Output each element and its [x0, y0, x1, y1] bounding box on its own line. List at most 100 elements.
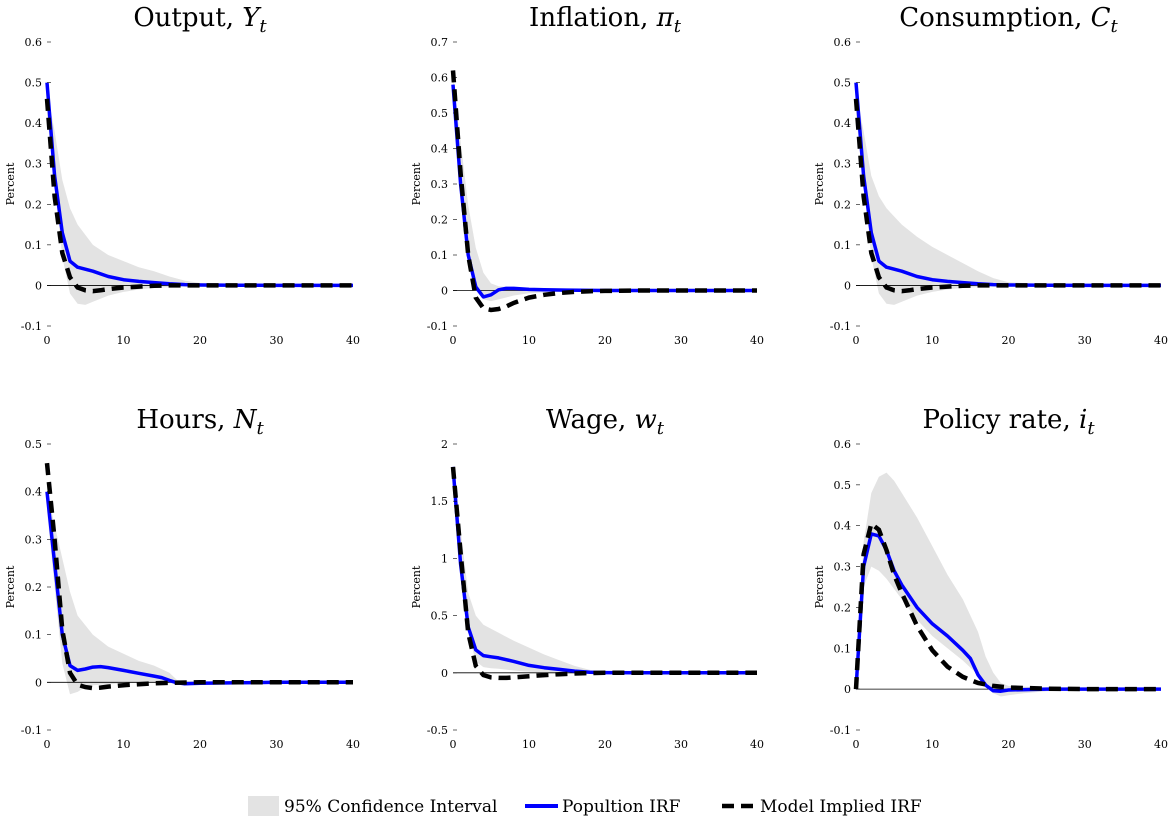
y-axis-label: Percent — [813, 565, 826, 608]
y-tick-label: 0.3 — [834, 158, 852, 171]
x-tick-label: 10 — [522, 738, 536, 751]
panel-5: -0.100.10.20.30.40.50.60 10 20 30 40PercentP… — [813, 405, 1168, 751]
x-tick-label: 30 — [1078, 738, 1092, 751]
population-irf-line — [45, 82, 353, 288]
x-tick-label: 30 — [270, 334, 284, 347]
ci-band — [47, 90, 353, 305]
legend-population-label: Popultion IRF — [562, 797, 681, 817]
x-tick-label: 20 — [598, 738, 612, 751]
y-tick-label: 0 — [441, 667, 448, 680]
ci-band — [856, 90, 1161, 305]
panel-3: -0.100.10.20.30.40.50 10 20 30 40PercentHour… — [4, 405, 360, 751]
model-irf-line — [44, 98, 353, 294]
y-tick-label: 1 — [441, 552, 448, 565]
panel-title-text: Wage, — [546, 405, 635, 435]
x-tick-label: 0 — [853, 738, 860, 751]
y-tick-label: 0.5 — [431, 610, 449, 623]
y-axis-label: Percent — [410, 162, 423, 205]
x-tick-label: 20 — [598, 334, 612, 347]
panels: -0.100.10.20.30.40.50.60 10 20 30 40PercentO… — [4, 3, 1168, 751]
model-irf-line — [450, 70, 757, 313]
y-tick-label: 0.3 — [431, 178, 449, 191]
y-tick-label: 0.5 — [25, 438, 43, 451]
y-tick-label: 0 — [441, 285, 448, 298]
panel-title: Output, Yt — [133, 3, 267, 37]
y-tick-label: 0.3 — [25, 158, 43, 171]
y-tick-label: 0.3 — [25, 533, 43, 546]
y-tick-label: 0.6 — [834, 438, 852, 451]
x-tick-label: 20 — [193, 738, 207, 751]
panel-title: Consumption, Ct — [899, 3, 1118, 37]
model-irf-line — [44, 462, 353, 691]
x-tick-label: 40 — [346, 738, 360, 751]
x-tick-label: 10 — [117, 334, 131, 347]
panel-title-text: Policy rate, — [922, 405, 1079, 435]
y-tick-label: -0.1 — [830, 724, 851, 737]
panel-title-symbol: Y — [242, 3, 262, 33]
panel-1: -0.100.10.20.30.40.50.60.70 10 20 30 40Perce… — [410, 3, 764, 347]
panel-title-text: Hours, — [136, 405, 233, 435]
y-tick-label: 0.5 — [25, 77, 43, 90]
panel-title-subscript: t — [674, 16, 682, 37]
y-tick-label: 0.2 — [834, 198, 852, 211]
y-tick-label: 0.4 — [431, 143, 449, 156]
panel-title: Hours, Nt — [136, 405, 264, 439]
panel-title-text: Inflation, — [529, 3, 657, 33]
y-tick-label: 0 — [35, 279, 42, 292]
y-tick-label: 0.6 — [431, 72, 449, 85]
y-tick-label: 0.1 — [834, 642, 852, 655]
y-tick-label: 0.1 — [431, 249, 449, 262]
y-tick-label: 0.5 — [834, 77, 852, 90]
x-tick-label: 20 — [193, 334, 207, 347]
panel-title: Wage, wt — [546, 405, 665, 439]
panel-title-symbol: N — [233, 405, 258, 435]
x-tick-label: 0 — [450, 334, 457, 347]
panel-title-text: Consumption, — [899, 3, 1090, 33]
y-tick-label: 0.4 — [25, 486, 43, 499]
y-tick-label: 0.7 — [431, 36, 449, 49]
y-tick-label: -0.1 — [830, 320, 851, 333]
x-tick-label: 0 — [44, 334, 51, 347]
y-tick-label: 0.2 — [25, 581, 43, 594]
x-tick-label: 30 — [674, 738, 688, 751]
panel-2: -0.100.10.20.30.40.50.60 10 20 30 40PercentC… — [813, 3, 1168, 347]
y-tick-label: 0.5 — [834, 479, 852, 492]
panel-title-subscript: t — [657, 418, 665, 439]
y-tick-label: 2 — [441, 438, 448, 451]
model-irf-line — [853, 519, 1161, 692]
panel-title: Policy rate, it — [922, 405, 1095, 439]
panel-0: -0.100.10.20.30.40.50.60 10 20 30 40PercentO… — [4, 3, 360, 347]
y-tick-label: 0.2 — [431, 214, 449, 227]
x-tick-label: 40 — [750, 334, 764, 347]
panel-title: Inflation, πt — [529, 3, 682, 37]
legend-model-label: Model Implied IRF — [760, 797, 922, 817]
legend: 95% Confidence Interval Popultion IRF Mo… — [248, 796, 922, 817]
x-tick-label: 10 — [117, 738, 131, 751]
x-tick-label: 10 — [925, 334, 939, 347]
y-tick-label: 0 — [35, 676, 42, 689]
model-irf-line — [450, 466, 757, 681]
y-tick-label: 0 — [844, 683, 851, 696]
y-tick-label: 0.4 — [25, 117, 43, 130]
x-tick-label: 30 — [1078, 334, 1092, 347]
ci-band — [47, 491, 353, 695]
x-tick-label: 20 — [1002, 738, 1016, 751]
y-axis-label: Percent — [813, 162, 826, 205]
y-tick-label: -0.1 — [21, 320, 42, 333]
y-tick-label: 0.1 — [25, 239, 43, 252]
panel-title-subscript: t — [259, 16, 267, 37]
y-axis-label: Percent — [4, 565, 17, 608]
panel-title-symbol: C — [1091, 3, 1111, 33]
x-tick-label: 0 — [450, 738, 457, 751]
x-tick-label: 40 — [1154, 738, 1168, 751]
x-tick-label: 20 — [1002, 334, 1016, 347]
legend-ci-label: 95% Confidence Interval — [284, 797, 497, 817]
population-irf-line — [451, 84, 757, 299]
x-tick-label: 0 — [44, 738, 51, 751]
y-axis-label: Percent — [410, 565, 423, 608]
y-tick-label: 0.1 — [834, 239, 852, 252]
panel-title-subscript: t — [256, 418, 264, 439]
panel-title-subscript: t — [1111, 16, 1119, 37]
panel-title-subscript: t — [1087, 418, 1095, 439]
